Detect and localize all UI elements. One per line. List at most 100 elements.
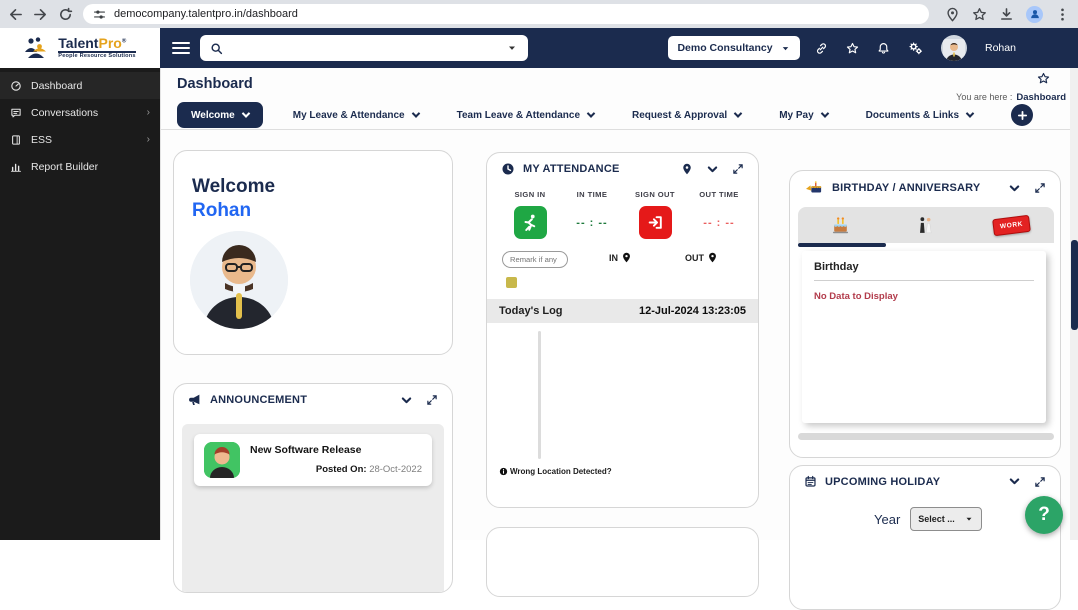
todays-log-datetime: 12-Jul-2024 13:23:05 bbox=[638, 305, 746, 317]
birthday-tabs: WORK bbox=[798, 207, 1054, 243]
tab-my-leave-attendance[interactable]: My Leave & Attendance bbox=[293, 109, 420, 121]
sign-out-button[interactable] bbox=[638, 206, 672, 239]
wrong-location-link[interactable]: Wrong Location Detected? bbox=[499, 467, 612, 476]
brand-name: TalentPro® bbox=[58, 36, 136, 54]
settings-gears-icon[interactable] bbox=[908, 41, 923, 56]
favorite-page-star-icon[interactable] bbox=[1037, 72, 1050, 85]
sidebar-item-report-builder[interactable]: Report Builder bbox=[0, 153, 160, 180]
tab-documents-links[interactable]: Documents & Links bbox=[866, 109, 975, 121]
site-info-icon[interactable] bbox=[93, 8, 106, 21]
out-location[interactable]: OUT bbox=[685, 252, 718, 263]
welcome-user-name: Rohan bbox=[192, 199, 252, 221]
user-avatar-photo bbox=[943, 39, 965, 61]
talentpro-logo[interactable]: TalentPro® People Resource Solutions bbox=[0, 28, 160, 68]
tab-team-leave-attendance[interactable]: Team Leave & Attendance bbox=[457, 109, 596, 121]
tab-request-approval[interactable]: Request & Approval bbox=[632, 109, 743, 121]
browser-menu-icon[interactable] bbox=[1055, 7, 1070, 22]
sign-out-arrow-icon bbox=[647, 214, 664, 231]
help-button[interactable]: ? bbox=[1025, 496, 1063, 534]
address-bar[interactable]: democompany.talentpro.in/dashboard bbox=[83, 4, 929, 24]
tab-birthday[interactable] bbox=[798, 207, 883, 243]
announcement-item-title: New Software Release bbox=[250, 444, 362, 456]
announcement-posted: Posted On: 28-Oct-2022 bbox=[315, 464, 422, 475]
birthday-scroll-track[interactable] bbox=[798, 433, 1054, 440]
sign-in-button[interactable] bbox=[513, 206, 547, 239]
app-header: TalentPro® People Resource Solutions Dem… bbox=[0, 28, 1078, 68]
tab-wedding-anniversary[interactable] bbox=[883, 207, 968, 243]
chevron-right-icon: › bbox=[146, 107, 150, 118]
browser-forward-icon[interactable] bbox=[33, 7, 48, 22]
collapse-chevron-icon[interactable] bbox=[400, 394, 413, 407]
company-selector[interactable]: Demo Consultancy bbox=[668, 36, 800, 60]
search-icon bbox=[210, 42, 223, 55]
sidebar-item-conversations[interactable]: Conversations › bbox=[0, 99, 160, 126]
bookmark-star-icon[interactable] bbox=[972, 7, 987, 22]
welcome-card: Welcome Rohan bbox=[173, 150, 453, 355]
birthday-card-title: BIRTHDAY / ANNIVERSARY bbox=[832, 182, 981, 194]
in-location[interactable]: IN bbox=[609, 252, 632, 263]
page-scrollbar[interactable] bbox=[1070, 68, 1078, 540]
sidebar-item-dashboard[interactable]: Dashboard bbox=[0, 72, 160, 99]
tab-work-anniversary[interactable]: WORK bbox=[969, 207, 1054, 243]
global-search[interactable] bbox=[200, 35, 528, 61]
tab-my-pay[interactable]: My Pay bbox=[779, 109, 829, 121]
expand-icon[interactable] bbox=[1034, 182, 1046, 194]
company-selector-label: Demo Consultancy bbox=[677, 42, 773, 54]
add-tab-button[interactable] bbox=[1011, 104, 1034, 126]
info-icon bbox=[499, 467, 508, 476]
chevron-down-icon bbox=[965, 109, 975, 118]
downloads-icon[interactable] bbox=[999, 7, 1014, 22]
quick-links-icon[interactable] bbox=[815, 42, 828, 55]
location-pin-icon[interactable] bbox=[681, 163, 693, 175]
collapse-chevron-icon[interactable] bbox=[706, 163, 719, 176]
birthday-panel: Birthday No Data to Display bbox=[802, 251, 1046, 423]
year-label: Year bbox=[874, 511, 901, 527]
year-select[interactable]: Select ... bbox=[910, 507, 983, 531]
browser-reload-icon[interactable] bbox=[58, 7, 73, 22]
attendance-card: MY ATTENDANCE SIGN IN IN TIME SIGN OUT O… bbox=[486, 152, 759, 508]
location-permission-icon[interactable] bbox=[945, 7, 960, 22]
active-tab-underline bbox=[798, 243, 886, 247]
tab-welcome[interactable]: Welcome bbox=[177, 102, 263, 128]
attendance-title: MY ATTENDANCE bbox=[523, 163, 620, 175]
birthday-section-title: Birthday bbox=[814, 261, 859, 273]
in-time-value: -- : -- bbox=[576, 216, 608, 229]
page-title: Dashboard bbox=[177, 76, 253, 92]
report-builder-chart-icon bbox=[10, 161, 22, 173]
clock-icon bbox=[501, 162, 515, 176]
search-dropdown-caret-icon[interactable] bbox=[506, 42, 518, 54]
announcement-item[interactable]: New Software Release Posted On: 28-Oct-2… bbox=[194, 434, 432, 486]
browser-profile-avatar[interactable] bbox=[1026, 5, 1043, 23]
search-input[interactable] bbox=[229, 42, 500, 54]
announcement-list: New Software Release Posted On: 28-Oct-2… bbox=[182, 424, 444, 592]
chevron-down-icon bbox=[411, 109, 420, 118]
expand-icon[interactable] bbox=[732, 163, 744, 175]
collapse-chevron-icon[interactable] bbox=[1008, 475, 1021, 488]
collapse-chevron-icon[interactable] bbox=[1008, 182, 1021, 195]
running-man-icon bbox=[520, 213, 540, 233]
breadcrumb: You are here : Dashboard bbox=[956, 92, 1066, 103]
brand-tagline: People Resource Solutions bbox=[58, 53, 136, 60]
scrollbar-thumb[interactable] bbox=[1070, 240, 1078, 330]
notifications-bell-icon[interactable] bbox=[877, 42, 890, 55]
user-avatar[interactable] bbox=[941, 35, 967, 61]
calendar-icon bbox=[804, 475, 817, 488]
megaphone-icon bbox=[188, 393, 202, 407]
dashboard-icon bbox=[10, 80, 22, 92]
birthday-cake-icon bbox=[804, 180, 824, 196]
dashboard-tabbar: Welcome My Leave & Attendance Team Leave… bbox=[161, 101, 1078, 130]
remark-input[interactable] bbox=[502, 251, 568, 268]
browser-back-icon[interactable] bbox=[8, 7, 23, 22]
welcome-user-photo bbox=[190, 231, 288, 329]
ess-icon bbox=[10, 134, 22, 146]
expand-icon[interactable] bbox=[1034, 476, 1046, 488]
expand-icon[interactable] bbox=[426, 394, 438, 406]
menu-toggle-button[interactable] bbox=[172, 39, 190, 57]
breadcrumb-current[interactable]: Dashboard bbox=[1016, 92, 1066, 103]
announcement-card: ANNOUNCEMENT New Software Release bbox=[173, 383, 453, 593]
upcoming-holiday-card: UPCOMING HOLIDAY Year Select ... bbox=[789, 465, 1061, 610]
chevron-down-icon bbox=[733, 109, 743, 118]
favorites-star-icon[interactable] bbox=[846, 42, 859, 55]
sidebar-item-ess[interactable]: ESS › bbox=[0, 126, 160, 153]
in-pin-icon bbox=[621, 252, 632, 263]
